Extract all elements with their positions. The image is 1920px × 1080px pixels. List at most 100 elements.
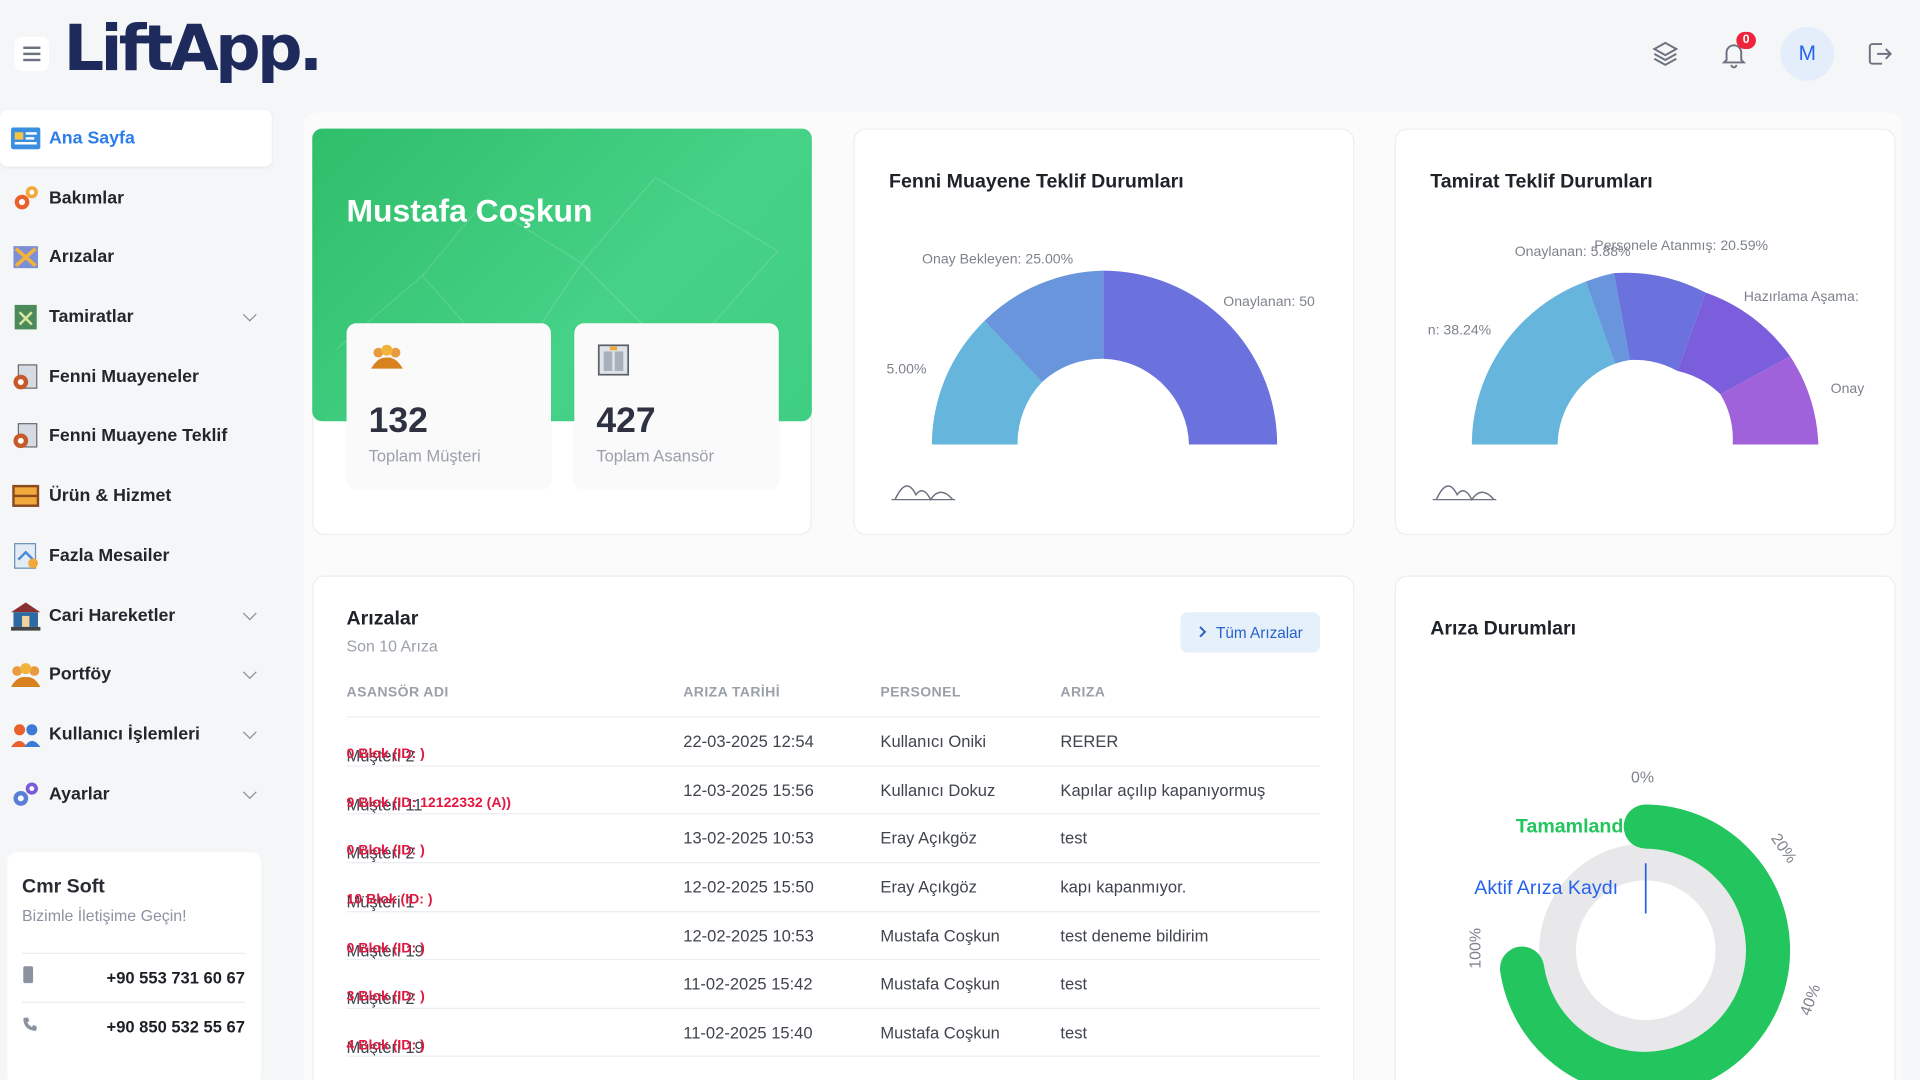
chart-toggle-icon[interactable] (1435, 485, 1495, 502)
sidebar-item-fenni-muayeneler[interactable]: Fenni Muayeneler (0, 349, 289, 405)
gauge-segment-hazirlama[interactable] (1677, 292, 1791, 395)
table-row[interactable]: Müşteri 1 10 Blok (ID: ) 12-02-2025 15:5… (346, 862, 1321, 912)
gauge-label-right: Onaylanan: 50 (1223, 295, 1315, 310)
active-fault-track[interactable] (1539, 843, 1753, 1057)
total-elevators-stat[interactable]: 427 Toplam Asansör (574, 323, 779, 488)
gauge-segment-a[interactable] (1471, 281, 1616, 445)
shelf-products-icon (10, 481, 42, 510)
table-row[interactable]: Müşteri 19 0 Blok (ID: ) 12-02-2025 10:5… (346, 911, 1321, 960)
sidebar-item-label: Fazla Mesailer (48, 545, 170, 566)
top-bar: LiftApp. 0 M (0, 0, 1920, 110)
sidebar-item-label: Arızalar (48, 247, 115, 268)
fault-date: 22-03-2025 12:54 (683, 732, 814, 751)
elevator-block: 0 Blok (ID: ) (346, 843, 425, 859)
elevator-name: Müşteri 11 (346, 795, 423, 815)
sidebar-item-label: Portföy (48, 665, 112, 685)
elevator-block: 9 Blok (ID: 12122332 (A)) (346, 795, 511, 811)
table-row-partial[interactable] (346, 1055, 1321, 1080)
inspection-document-icon (10, 362, 42, 391)
sidebar-item-ana-sayfa[interactable]: Ana Sayfa (0, 110, 272, 167)
sidebar-item-label: Tamiratlar (48, 307, 134, 328)
chevron-down-icon[interactable] (242, 605, 257, 620)
sidebar-item-arizalar[interactable]: Arızalar (0, 229, 289, 285)
fault-description: test deneme bildirim (1060, 926, 1209, 946)
contact-mobile-row[interactable]: +90 553 731 60 67 (22, 952, 245, 1002)
layers-icon[interactable] (1643, 32, 1687, 76)
tamirat-chart-card: Tamirat Teklif Durumları n: 38.24% Onayl… (1394, 128, 1896, 536)
elevator-name: Müşteri 2 (346, 843, 415, 863)
chevron-down-icon[interactable] (242, 784, 257, 799)
notification-bell-icon[interactable]: 0 (1712, 31, 1756, 76)
sidebar-item-cari-hareketler[interactable]: Cari Hareketler (0, 587, 289, 643)
sidebar-item-portfoy[interactable]: Portföy (0, 647, 289, 703)
elevator-block: 3 Blok (ID: ) (346, 989, 425, 1005)
inspection-offer-icon (10, 422, 42, 451)
sidebar-item-label: Bakımlar (48, 188, 124, 208)
fault-description: test (1060, 828, 1088, 848)
column-header-personel[interactable]: PERSONEL (880, 685, 961, 701)
table-row[interactable]: Müşteri 2 0 Blok (ID: ) 22-03-2025 12:54… (346, 716, 1321, 765)
sidebar-item-tamiratlar[interactable]: Tamiratlar (0, 289, 289, 345)
radial-tick-0: 0% (1631, 767, 1655, 787)
active-fault-label: Aktif Arıza Kaydı (1474, 877, 1619, 899)
elevator-block: 0 Blok (ID: ) (346, 941, 425, 957)
contact-subtitle: Bizimle İletişime Geçin! (22, 906, 187, 925)
menu-toggle-icon[interactable] (14, 36, 49, 72)
gauge-segment-onay-bekleyen[interactable] (984, 270, 1104, 383)
total-customers-stat[interactable]: 132 Toplam Müşteri (346, 323, 552, 488)
settings-gears-icon (10, 779, 42, 808)
table-row[interactable]: Müşteri 19 4 Blok (ID: ) 11-02-2025 15:4… (346, 1007, 1321, 1057)
gauge-segment-onaylanan[interactable] (1103, 270, 1278, 445)
faults-card (312, 575, 1355, 1080)
table-row[interactable]: Müşteri 2 0 Blok (ID: ) 13-02-2025 10:53… (346, 813, 1321, 863)
faults-subtitle: Son 10 Arıza (346, 636, 438, 656)
sidebar-item-ayarlar[interactable]: Ayarlar (0, 766, 289, 822)
table-row[interactable]: Müşteri 11 9 Blok (ID: 12122332 (A)) 12-… (346, 765, 1321, 815)
chevron-down-icon[interactable] (242, 307, 257, 322)
faults-title: Arızalar (346, 608, 419, 630)
sidebar-item-fazla-mesailer[interactable]: Fazla Mesailer (0, 528, 289, 584)
gauge-segment-reddedilen[interactable] (931, 320, 1043, 445)
chevron-down-icon[interactable] (242, 725, 257, 740)
gauge-segment-personele-atanmis[interactable] (1613, 272, 1706, 372)
completed-arc[interactable] (1500, 804, 1791, 1080)
contact-phone-row[interactable]: +90 850 532 55 67 (22, 1001, 245, 1051)
sidebar-item-urun-hizmet[interactable]: Ürün & Hizmet (0, 468, 289, 524)
chevron-down-icon[interactable] (242, 665, 257, 680)
chart-toggle-icon[interactable] (894, 485, 954, 502)
fault-date: 12-02-2025 10:53 (683, 926, 814, 946)
all-faults-button[interactable]: Tüm Arızalar (1180, 612, 1321, 653)
chart-title: Fenni Muayene Teklif Durumları (888, 171, 1184, 193)
elevator-name: Müşteri 2 (346, 989, 415, 1008)
fault-description: kapı kapanmıyor. (1060, 877, 1187, 897)
fault-staff: Mustafa Coşkun (880, 974, 1000, 994)
sidebar-item-label: Kullanıcı İşlemleri (48, 724, 200, 745)
column-header-asansor[interactable]: ASANSÖR ADI (346, 685, 449, 701)
table-row[interactable]: Müşteri 2 3 Blok (ID: ) 11-02-2025 15:42… (346, 958, 1321, 1008)
fault-description: RERER (1060, 732, 1119, 751)
column-header-ariza[interactable]: ARIZA (1060, 685, 1106, 701)
fault-staff: Eray Açıkgöz (880, 877, 977, 897)
sidebar-item-fenni-muayene-teklif[interactable]: Fenni Muayene Teklif (0, 408, 289, 464)
app-logo[interactable]: LiftApp. (63, 12, 323, 86)
gauge-label-left: n: 38.24% (1427, 323, 1492, 338)
gauge-segment-onaylanan[interactable] (1585, 273, 1630, 364)
sidebar-item-kullanici-islemleri[interactable]: Kullanıcı İşlemleri (0, 706, 289, 762)
fault-description: test (1060, 974, 1088, 994)
mobile-phone-icon (22, 966, 34, 989)
fault-date: 11-02-2025 15:42 (683, 974, 813, 994)
logout-icon[interactable] (1858, 32, 1902, 76)
gauge-label-right2: Onay (1830, 382, 1865, 397)
fault-staff: Eray Açıkgöz (880, 828, 977, 848)
avatar[interactable]: M (1780, 26, 1835, 81)
column-header-tarih[interactable]: ARIZA TARİHİ (683, 685, 780, 701)
completed-label: Tamamlandı (1515, 816, 1629, 838)
sidebar-item-bakimlar[interactable]: Bakımlar (0, 170, 289, 226)
gauge-segment-onay[interactable] (1720, 356, 1819, 445)
contact-card: Cmr Soft Bizimle İletişime Geçin! +90 55… (7, 852, 261, 1080)
dashboard-card-icon (10, 124, 42, 153)
all-faults-button-label: Tüm Arızalar (1216, 623, 1303, 642)
fault-staff: Mustafa Coşkun (880, 1023, 1000, 1043)
sidebar-item-label: Fenni Muayene Teklif (48, 426, 228, 447)
elevator-name: Müşteri 1 (346, 892, 415, 912)
